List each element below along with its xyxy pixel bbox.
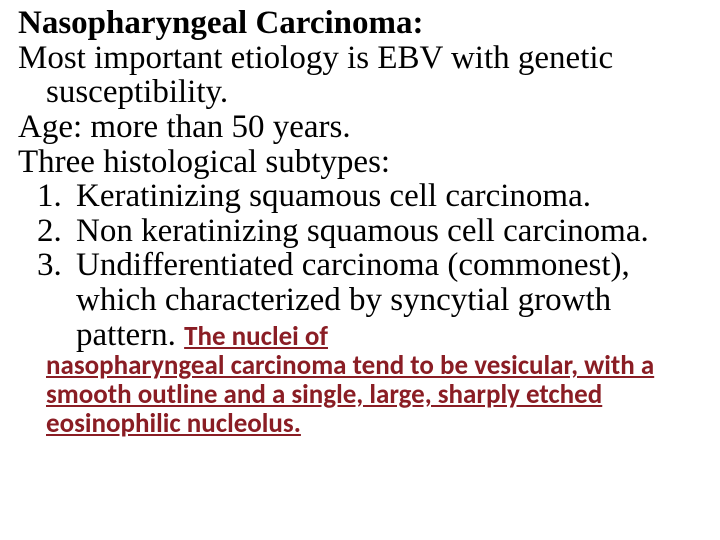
nuclei-note-continued: nasopharyngeal carcinoma tend to be vesi…	[18, 352, 702, 438]
age-line: Age: more than 50 years.	[18, 110, 702, 145]
subtype-item-2: Non keratinizing squamous cell carcinoma…	[70, 214, 702, 249]
nuclei-note-inline: The nuclei of	[184, 320, 328, 353]
subtypes-intro: Three histological subtypes:	[18, 145, 702, 180]
slide: Nasopharyngeal Carcinoma: Most important…	[0, 0, 720, 540]
subtype-item-3: Undifferentiated carcinoma (commonest), …	[70, 248, 702, 352]
slide-title: Nasopharyngeal Carcinoma:	[18, 6, 702, 41]
subtype-item-1: Keratinizing squamous cell carcinoma.	[70, 179, 702, 214]
etiology-line: Most important etiology is EBV with gene…	[18, 41, 702, 110]
subtype-text-1: Keratinizing squamous cell carcinoma.	[76, 178, 591, 214]
subtype-text-3: Undifferentiated carcinoma (commonest), …	[76, 247, 630, 352]
subtypes-list: Keratinizing squamous cell carcinoma. No…	[18, 179, 702, 352]
subtype-text-2: Non keratinizing squamous cell carcinoma…	[76, 213, 649, 249]
